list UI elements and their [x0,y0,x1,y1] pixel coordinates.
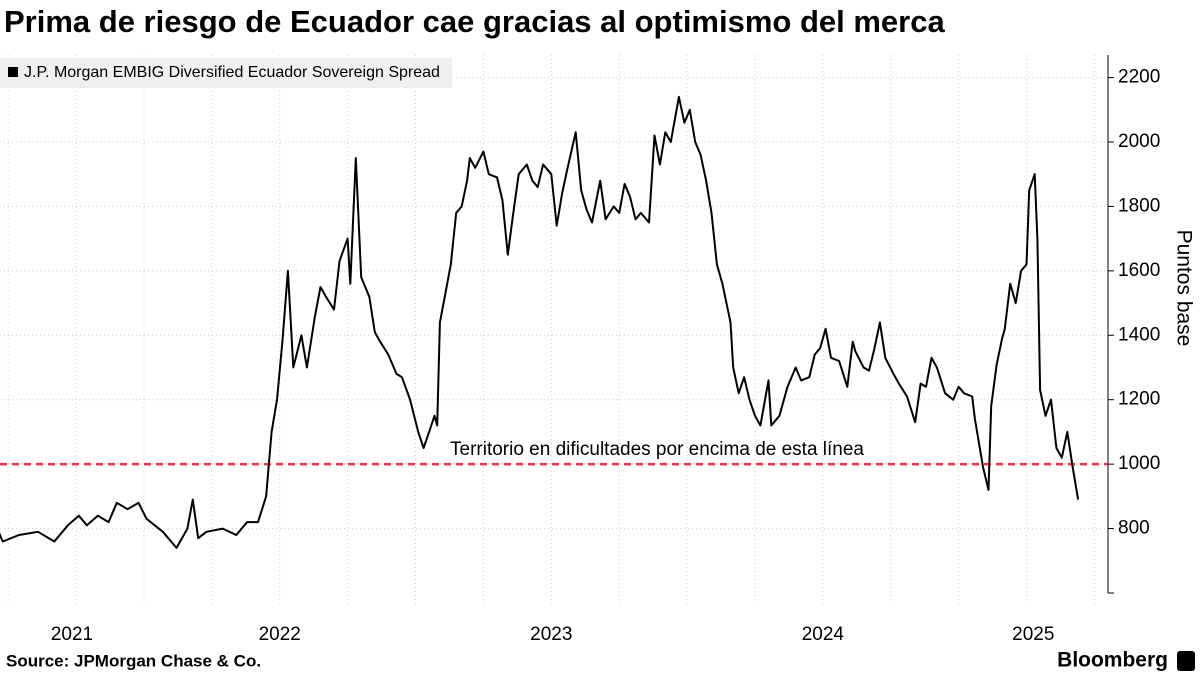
y-tick-label: 1200 [1118,389,1160,410]
brand: Bloomberg [1057,649,1168,672]
legend-swatch [8,67,18,77]
chart-title: Prima de riesgo de Ecuador cae gracias a… [4,4,945,39]
legend: J.P. Morgan EMBIG Diversified Ecuador So… [0,58,452,88]
y-tick-label: 1000 [1118,453,1160,474]
y-axis-label: Puntos base [1172,230,1195,347]
legend-box [0,58,452,88]
y-tick-label: 1600 [1118,260,1160,281]
y-tick-label: 2200 [1118,67,1160,88]
y-tick-label: 1400 [1118,324,1160,345]
x-tick-label: 2024 [802,624,845,645]
legend-label: J.P. Morgan EMBIG Diversified Ecuador So… [24,64,440,81]
threshold-label: Territorio en dificultades por encima de… [450,439,864,460]
brand-icon [1177,651,1195,671]
y-tick-label: 1800 [1118,195,1160,216]
x-tick-label: 2023 [530,624,572,645]
x-tick-label: 2021 [51,624,93,645]
series-line [0,95,1080,549]
source: Source: JPMorgan Chase & Co. [6,651,261,670]
y-tick-label: 2000 [1118,131,1160,152]
x-tick-label: 2025 [1012,624,1054,645]
y-tick-label: 800 [1118,518,1150,539]
x-tick-label: 2022 [259,624,301,645]
